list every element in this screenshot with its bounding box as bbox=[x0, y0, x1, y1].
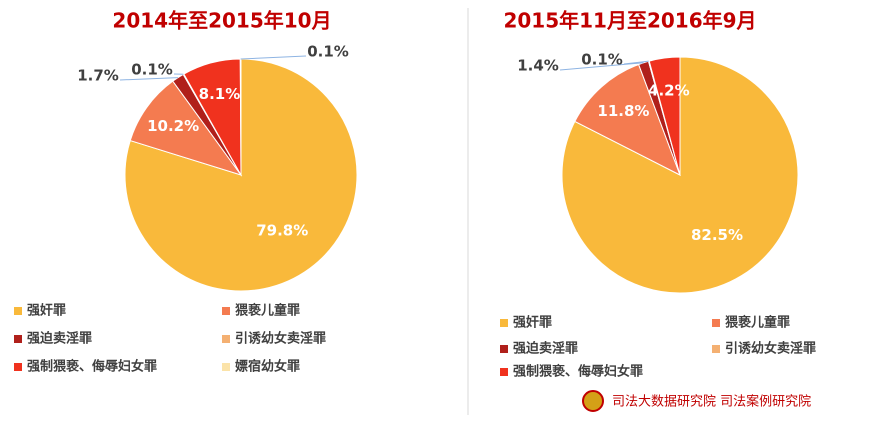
legend-label: 引诱幼女卖淫罪 bbox=[725, 341, 816, 357]
data-label: 1.4% bbox=[517, 57, 559, 75]
footer: 司法大数据研究院 司法案例研究院 bbox=[612, 395, 811, 410]
data-label: 0.1% bbox=[131, 61, 173, 79]
legend-swatch bbox=[222, 363, 230, 371]
chart-title: 2015年11月至2016年9月 bbox=[503, 9, 756, 33]
legend-label: 强奸罪 bbox=[27, 303, 66, 319]
data-label: 0.1% bbox=[581, 51, 623, 69]
data-label: 0.1% bbox=[307, 43, 349, 61]
legend-swatch bbox=[14, 335, 22, 343]
data-label: 79.8% bbox=[256, 222, 308, 240]
legend-swatch bbox=[500, 319, 508, 327]
legend-label: 猥亵儿童罪 bbox=[725, 315, 790, 331]
data-label: 11.8% bbox=[597, 102, 649, 120]
logo bbox=[583, 391, 603, 411]
leader-line bbox=[241, 56, 306, 59]
data-label: 8.1% bbox=[199, 85, 241, 103]
legend-label: 强制猥亵、侮辱妇女罪 bbox=[513, 364, 643, 380]
legend-swatch bbox=[500, 345, 508, 353]
data-label: 10.2% bbox=[147, 117, 199, 135]
data-label: 82.5% bbox=[691, 226, 743, 244]
legend-swatch bbox=[712, 345, 720, 353]
chart-title: 2014年至2015年10月 bbox=[112, 9, 331, 33]
legend-swatch bbox=[222, 307, 230, 315]
legend-swatch bbox=[222, 335, 230, 343]
legend-label: 强迫卖淫罪 bbox=[513, 341, 578, 357]
legend-label: 强奸罪 bbox=[513, 315, 552, 331]
legend-label: 强迫卖淫罪 bbox=[27, 331, 92, 347]
legend-swatch bbox=[500, 368, 508, 376]
legend-label: 引诱幼女卖淫罪 bbox=[235, 331, 326, 347]
data-label: 1.7% bbox=[77, 67, 119, 85]
legend-swatch bbox=[712, 319, 720, 327]
legend-label: 强制猥亵、侮辱妇女罪 bbox=[27, 359, 157, 375]
legend-swatch bbox=[14, 307, 22, 315]
legend-label: 猥亵儿童罪 bbox=[235, 303, 300, 319]
legend-swatch bbox=[14, 363, 22, 371]
legend-label: 嫖宿幼女罪 bbox=[235, 359, 300, 375]
data-label: 4.2% bbox=[648, 81, 690, 99]
